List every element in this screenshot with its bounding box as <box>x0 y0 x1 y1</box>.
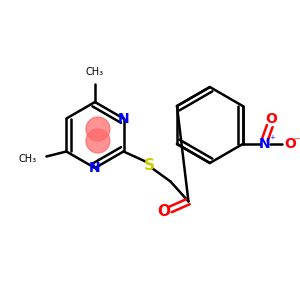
Text: O: O <box>157 204 170 219</box>
Text: S: S <box>144 158 155 173</box>
Text: ⁺: ⁺ <box>269 135 275 145</box>
Text: O: O <box>265 112 277 126</box>
Text: CH₃: CH₃ <box>18 154 36 164</box>
Text: N: N <box>259 137 271 151</box>
Text: O: O <box>284 137 296 151</box>
Text: N: N <box>118 112 129 125</box>
Text: N: N <box>89 161 101 175</box>
Text: ⁻: ⁻ <box>293 136 300 148</box>
Text: CH₃: CH₃ <box>86 67 104 77</box>
Circle shape <box>86 117 110 141</box>
Circle shape <box>86 129 110 153</box>
